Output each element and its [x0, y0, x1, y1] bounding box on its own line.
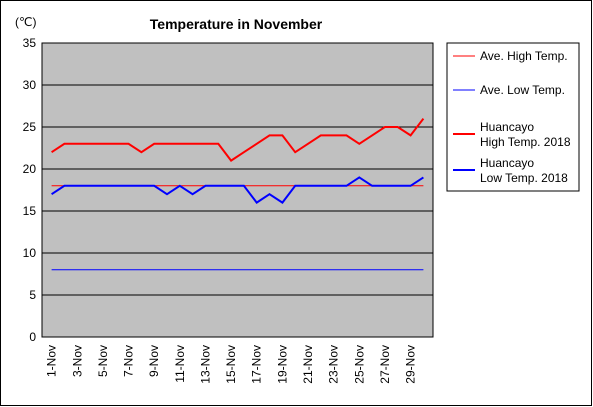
- legend-label: Ave. High Temp.: [480, 49, 568, 63]
- x-tick-label: 19-Nov: [275, 345, 289, 384]
- legend-label: Huancayo Low Temp. 2018: [480, 156, 568, 185]
- legend-label: Huancayo High Temp. 2018: [480, 120, 571, 149]
- x-tick-label: 11-Nov: [173, 345, 187, 383]
- unit-label: (℃): [15, 15, 36, 29]
- x-tick-label: 13-Nov: [198, 345, 212, 384]
- legend-label: Ave. Low Temp.: [480, 83, 565, 97]
- x-tick-label: 7-Nov: [122, 345, 136, 377]
- y-tick-label: 5: [29, 288, 36, 302]
- chart-title: Temperature in November: [150, 16, 323, 32]
- series-line-2: [51, 117, 425, 162]
- y-axis-ticks: 0 5 10 15 20 25 30 35: [23, 36, 37, 344]
- series-line-3: [51, 176, 424, 204]
- y-tick-label: 0: [29, 330, 36, 344]
- y-tick-label: 35: [23, 36, 37, 50]
- x-tick-label: 1-Nov: [45, 345, 59, 377]
- x-tick-label: 9-Nov: [147, 345, 161, 377]
- x-tick-label: 29-Nov: [404, 345, 418, 384]
- x-tick-label: 5-Nov: [96, 345, 110, 377]
- x-tick-label: 27-Nov: [378, 345, 392, 384]
- plot-area: [41, 42, 434, 338]
- x-tick-label: 15-Nov: [224, 345, 238, 384]
- y-tick-label: 20: [23, 162, 37, 176]
- x-axis-ticks: 1-Nov 3-Nov 5-Nov 7-Nov 9-Nov 11-Nov 13-Nov 15-…: [45, 345, 418, 384]
- y-tick-label: 30: [23, 78, 37, 92]
- x-tick-label: 21-Nov: [301, 345, 315, 384]
- legend: Ave. High Temp. Ave. Low Temp. Huancayo Hig…: [453, 49, 571, 185]
- x-tick-label: 17-Nov: [250, 345, 264, 384]
- x-tick-label: 23-Nov: [327, 345, 341, 384]
- gridlines: [42, 84, 433, 296]
- y-tick-label: 15: [23, 204, 37, 218]
- y-tick-label: 10: [23, 246, 37, 260]
- x-tick-label: 3-Nov: [70, 345, 84, 377]
- legend-box: [446, 42, 580, 192]
- series-lines: [51, 117, 425, 271]
- y-tick-label: 25: [23, 120, 37, 134]
- x-tick-label: 25-Nov: [352, 345, 366, 384]
